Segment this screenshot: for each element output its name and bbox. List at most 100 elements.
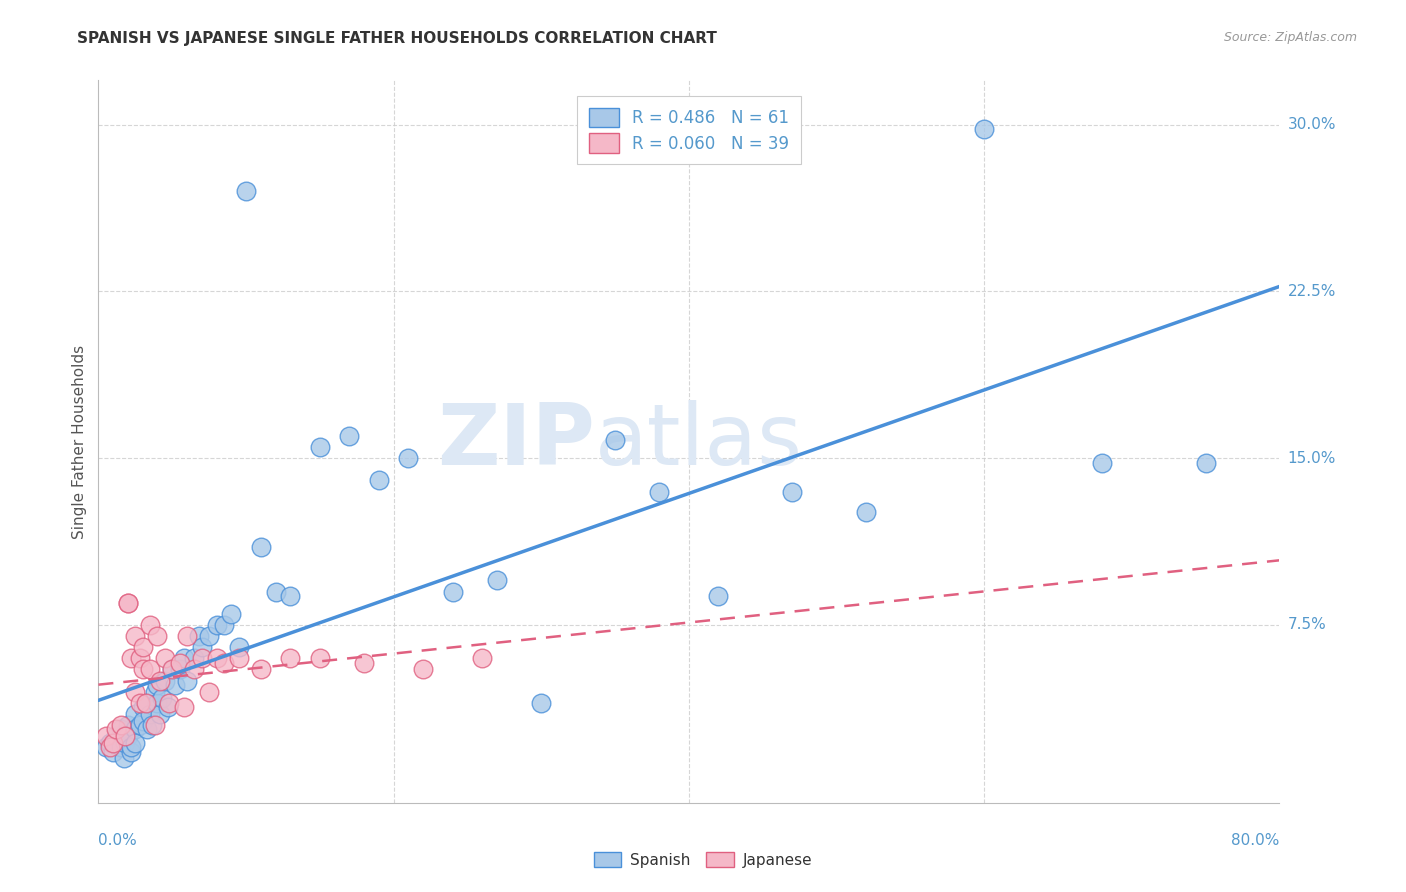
Point	[169, 656, 191, 670]
Point	[94, 740, 117, 755]
Point	[198, 684, 221, 698]
Point	[205, 618, 228, 632]
Point	[153, 651, 176, 665]
Point	[149, 673, 172, 688]
Point	[157, 696, 180, 710]
Point	[280, 589, 302, 603]
Point	[143, 718, 166, 732]
Point	[648, 484, 671, 499]
Point	[221, 607, 243, 621]
Point	[128, 696, 150, 710]
Point	[105, 729, 128, 743]
Point	[146, 629, 169, 643]
Point	[112, 751, 135, 765]
Point	[139, 706, 162, 721]
Text: 7.5%: 7.5%	[1288, 617, 1326, 632]
Point	[120, 651, 142, 665]
Legend: R = 0.486   N = 61, R = 0.060   N = 39: R = 0.486 N = 61, R = 0.060 N = 39	[576, 95, 801, 164]
Point	[132, 714, 155, 728]
Point	[128, 651, 150, 665]
Point	[176, 629, 198, 643]
Point	[471, 651, 494, 665]
Point	[120, 745, 142, 759]
Point	[124, 723, 146, 737]
Point	[150, 691, 173, 706]
Point	[162, 662, 183, 676]
Point	[1195, 456, 1218, 470]
Point	[212, 618, 235, 632]
Point	[228, 640, 250, 655]
Point	[146, 696, 169, 710]
Point	[135, 696, 157, 710]
Point	[169, 662, 191, 676]
Text: 22.5%: 22.5%	[1288, 284, 1336, 299]
Point	[264, 584, 287, 599]
Point	[855, 505, 877, 519]
Text: ZIP: ZIP	[437, 400, 595, 483]
Point	[398, 451, 420, 466]
Point	[280, 651, 302, 665]
Point	[114, 729, 136, 743]
Point	[183, 651, 205, 665]
Point	[309, 651, 332, 665]
Text: 15.0%: 15.0%	[1288, 450, 1336, 466]
Point	[156, 700, 179, 714]
Text: SPANISH VS JAPANESE SINGLE FATHER HOUSEHOLDS CORRELATION CHART: SPANISH VS JAPANESE SINGLE FATHER HOUSEH…	[77, 31, 717, 46]
Point	[187, 629, 209, 643]
Point	[128, 718, 150, 732]
Point	[441, 584, 464, 599]
Point	[205, 651, 228, 665]
Point	[153, 673, 176, 688]
Point	[228, 651, 250, 665]
Point	[183, 662, 205, 676]
Point	[173, 700, 195, 714]
Point	[250, 662, 273, 676]
Point	[132, 700, 155, 714]
Point	[165, 678, 187, 692]
Point	[132, 640, 155, 655]
Point	[117, 596, 139, 610]
Point	[486, 574, 509, 588]
Text: Source: ZipAtlas.com: Source: ZipAtlas.com	[1223, 31, 1357, 45]
Point	[132, 662, 155, 676]
Point	[117, 718, 139, 732]
Point	[212, 656, 235, 670]
Point	[124, 706, 146, 721]
Legend: Spanish, Japanese: Spanish, Japanese	[588, 846, 818, 873]
Y-axis label: Single Father Households: Single Father Households	[72, 344, 87, 539]
Text: atlas: atlas	[595, 400, 803, 483]
Point	[973, 122, 995, 136]
Point	[139, 662, 162, 676]
Point	[176, 673, 198, 688]
Text: 0.0%: 0.0%	[98, 833, 138, 848]
Point	[110, 718, 132, 732]
Point	[114, 736, 136, 750]
Point	[173, 651, 195, 665]
Point	[103, 745, 125, 759]
Point	[139, 618, 162, 632]
Point	[136, 723, 159, 737]
Text: 30.0%: 30.0%	[1288, 117, 1336, 132]
Point	[530, 696, 553, 710]
Point	[94, 729, 117, 743]
Point	[103, 736, 125, 750]
Point	[1091, 456, 1114, 470]
Point	[141, 718, 163, 732]
Point	[353, 656, 375, 670]
Point	[98, 740, 121, 755]
Point	[146, 678, 169, 692]
Point	[98, 736, 121, 750]
Point	[120, 740, 142, 755]
Point	[124, 736, 146, 750]
Point	[110, 740, 132, 755]
Point	[117, 596, 139, 610]
Point	[124, 684, 146, 698]
Point	[110, 723, 132, 737]
Point	[707, 589, 730, 603]
Point	[605, 434, 627, 448]
Point	[339, 429, 361, 443]
Point	[309, 440, 332, 454]
Point	[191, 651, 214, 665]
Point	[149, 706, 172, 721]
Point	[198, 629, 221, 643]
